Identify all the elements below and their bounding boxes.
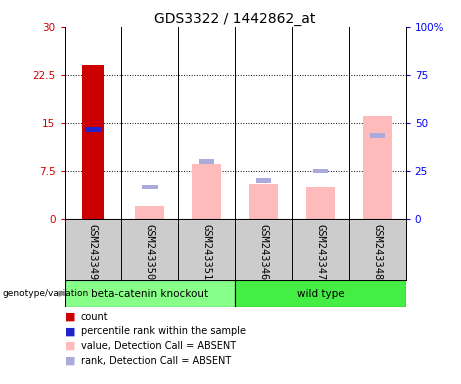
Text: ■: ■ bbox=[65, 326, 75, 336]
Text: rank, Detection Call = ABSENT: rank, Detection Call = ABSENT bbox=[81, 356, 231, 366]
Bar bbox=[306, 187, 335, 219]
Bar bbox=[313, 169, 328, 173]
Bar bbox=[142, 185, 158, 189]
Bar bbox=[363, 116, 392, 219]
Text: ■: ■ bbox=[65, 356, 75, 366]
Text: ■: ■ bbox=[65, 312, 75, 322]
Text: beta-catenin knockout: beta-catenin knockout bbox=[91, 289, 208, 299]
Text: genotype/variation: genotype/variation bbox=[2, 289, 89, 298]
Text: ■: ■ bbox=[65, 341, 75, 351]
Text: GSM243351: GSM243351 bbox=[201, 224, 212, 280]
Bar bbox=[192, 164, 221, 219]
Text: GSM243346: GSM243346 bbox=[259, 224, 269, 280]
Bar bbox=[135, 206, 165, 219]
Text: value, Detection Call = ABSENT: value, Detection Call = ABSENT bbox=[81, 341, 236, 351]
Text: wild type: wild type bbox=[296, 289, 344, 299]
Text: GSM243350: GSM243350 bbox=[145, 224, 155, 280]
Bar bbox=[65, 280, 235, 307]
Bar bbox=[82, 65, 104, 219]
Bar bbox=[249, 184, 278, 219]
Bar bbox=[199, 159, 214, 164]
Text: GSM243348: GSM243348 bbox=[372, 224, 382, 280]
Bar bbox=[256, 178, 271, 183]
Text: percentile rank within the sample: percentile rank within the sample bbox=[81, 326, 246, 336]
Bar bbox=[370, 134, 385, 138]
Text: count: count bbox=[81, 312, 108, 322]
Text: GSM243349: GSM243349 bbox=[88, 224, 98, 280]
Bar bbox=[85, 127, 100, 131]
Bar bbox=[235, 280, 406, 307]
Text: GSM243347: GSM243347 bbox=[315, 224, 325, 280]
Title: GDS3322 / 1442862_at: GDS3322 / 1442862_at bbox=[154, 12, 316, 26]
